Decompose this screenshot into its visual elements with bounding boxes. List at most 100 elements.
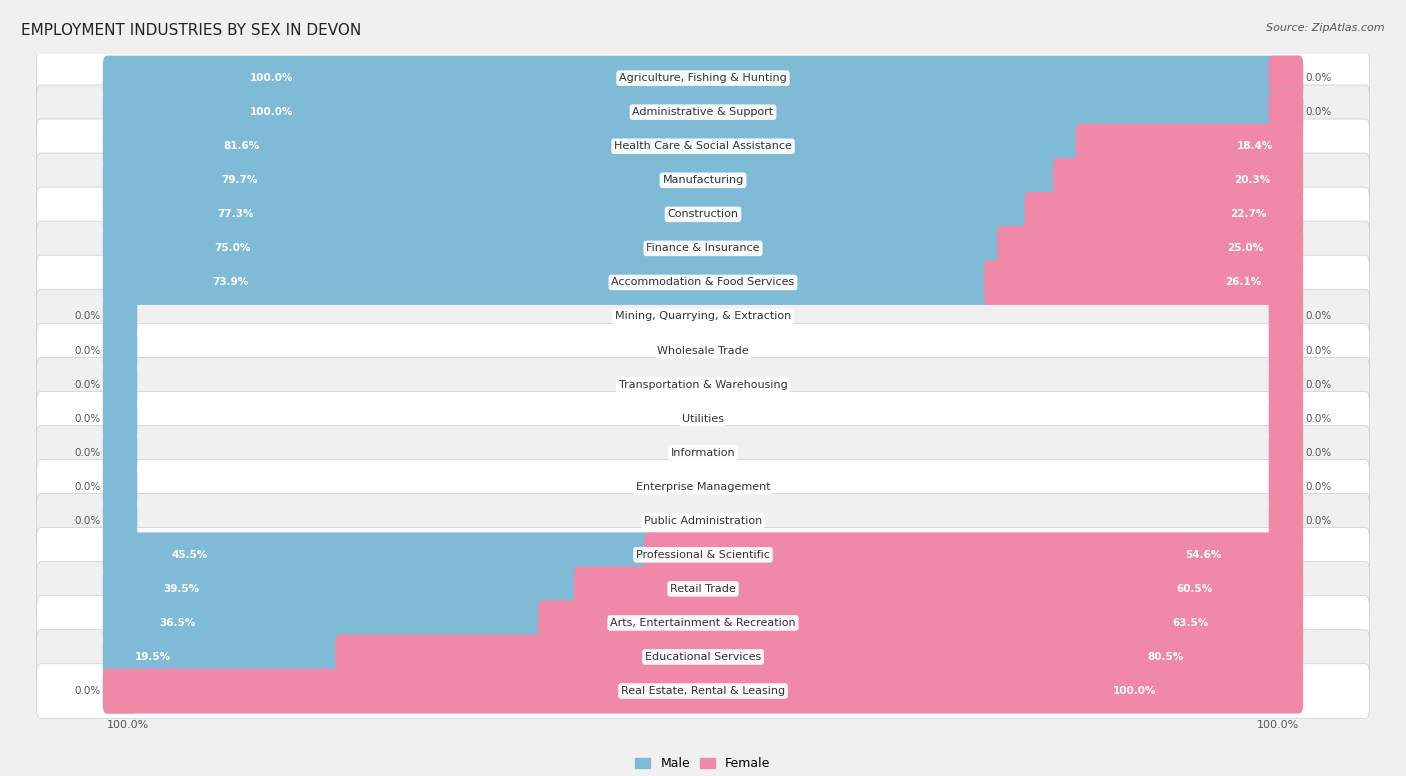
Text: Arts, Entertainment & Recreation: Arts, Entertainment & Recreation	[610, 618, 796, 628]
FancyBboxPatch shape	[103, 464, 138, 509]
Text: Public Administration: Public Administration	[644, 516, 762, 526]
Text: 0.0%: 0.0%	[1306, 311, 1331, 321]
FancyBboxPatch shape	[1268, 464, 1303, 509]
FancyBboxPatch shape	[1268, 498, 1303, 543]
Text: 100.0%: 100.0%	[250, 73, 294, 83]
Text: 25.0%: 25.0%	[1227, 244, 1264, 254]
FancyBboxPatch shape	[1076, 124, 1303, 168]
Text: 0.0%: 0.0%	[75, 482, 100, 492]
Text: 81.6%: 81.6%	[224, 141, 260, 151]
FancyBboxPatch shape	[37, 425, 1369, 480]
Text: 100.0%: 100.0%	[250, 107, 294, 117]
FancyBboxPatch shape	[37, 528, 1369, 582]
FancyBboxPatch shape	[103, 397, 138, 441]
FancyBboxPatch shape	[1268, 430, 1303, 475]
FancyBboxPatch shape	[37, 187, 1369, 241]
Text: Wholesale Trade: Wholesale Trade	[657, 345, 749, 355]
Text: 26.1%: 26.1%	[1226, 278, 1261, 287]
FancyBboxPatch shape	[103, 669, 1303, 713]
FancyBboxPatch shape	[1268, 294, 1303, 339]
Text: 0.0%: 0.0%	[1306, 482, 1331, 492]
Legend: Male, Female: Male, Female	[630, 753, 776, 775]
FancyBboxPatch shape	[103, 124, 1084, 168]
FancyBboxPatch shape	[37, 358, 1369, 412]
Text: EMPLOYMENT INDUSTRIES BY SEX IN DEVON: EMPLOYMENT INDUSTRIES BY SEX IN DEVON	[21, 23, 361, 38]
FancyBboxPatch shape	[1268, 328, 1303, 373]
Text: Enterprise Management: Enterprise Management	[636, 482, 770, 492]
Text: Retail Trade: Retail Trade	[671, 584, 735, 594]
Text: Construction: Construction	[668, 210, 738, 220]
FancyBboxPatch shape	[1268, 90, 1303, 135]
Text: 45.5%: 45.5%	[172, 550, 208, 559]
Text: Administrative & Support: Administrative & Support	[633, 107, 773, 117]
Text: 0.0%: 0.0%	[75, 379, 100, 390]
FancyBboxPatch shape	[103, 635, 343, 680]
Text: 20.3%: 20.3%	[1234, 175, 1270, 185]
Text: 77.3%: 77.3%	[218, 210, 254, 220]
Text: Real Estate, Rental & Leasing: Real Estate, Rental & Leasing	[621, 686, 785, 696]
Text: 0.0%: 0.0%	[1306, 414, 1331, 424]
FancyBboxPatch shape	[984, 260, 1303, 305]
FancyBboxPatch shape	[644, 532, 1303, 577]
FancyBboxPatch shape	[37, 459, 1369, 514]
Text: 80.5%: 80.5%	[1147, 652, 1184, 662]
FancyBboxPatch shape	[1268, 56, 1303, 101]
Text: Agriculture, Fishing & Hunting: Agriculture, Fishing & Hunting	[619, 73, 787, 83]
FancyBboxPatch shape	[103, 430, 138, 475]
Text: 75.0%: 75.0%	[214, 244, 250, 254]
FancyBboxPatch shape	[37, 562, 1369, 616]
FancyBboxPatch shape	[103, 192, 1032, 237]
Text: Utilities: Utilities	[682, 414, 724, 424]
Text: 79.7%: 79.7%	[221, 175, 257, 185]
Text: 0.0%: 0.0%	[75, 311, 100, 321]
Text: 0.0%: 0.0%	[75, 414, 100, 424]
FancyBboxPatch shape	[997, 226, 1303, 271]
FancyBboxPatch shape	[336, 635, 1303, 680]
FancyBboxPatch shape	[103, 532, 654, 577]
FancyBboxPatch shape	[37, 255, 1369, 310]
FancyBboxPatch shape	[103, 566, 582, 611]
FancyBboxPatch shape	[37, 324, 1369, 378]
Text: 0.0%: 0.0%	[1306, 516, 1331, 526]
Text: 0.0%: 0.0%	[75, 686, 100, 696]
Text: 0.0%: 0.0%	[1306, 107, 1331, 117]
FancyBboxPatch shape	[37, 51, 1369, 106]
Text: 0.0%: 0.0%	[75, 516, 100, 526]
Text: Finance & Insurance: Finance & Insurance	[647, 244, 759, 254]
FancyBboxPatch shape	[103, 362, 138, 407]
Text: Transportation & Warehousing: Transportation & Warehousing	[619, 379, 787, 390]
Text: 19.5%: 19.5%	[135, 652, 170, 662]
Text: Manufacturing: Manufacturing	[662, 175, 744, 185]
FancyBboxPatch shape	[37, 289, 1369, 344]
FancyBboxPatch shape	[103, 226, 1005, 271]
Text: 63.5%: 63.5%	[1173, 618, 1208, 628]
FancyBboxPatch shape	[103, 328, 138, 373]
FancyBboxPatch shape	[103, 260, 993, 305]
FancyBboxPatch shape	[538, 601, 1303, 646]
Text: 18.4%: 18.4%	[1236, 141, 1272, 151]
FancyBboxPatch shape	[37, 119, 1369, 174]
Text: Educational Services: Educational Services	[645, 652, 761, 662]
Text: 0.0%: 0.0%	[1306, 448, 1331, 458]
Text: 39.5%: 39.5%	[163, 584, 200, 594]
Text: 22.7%: 22.7%	[1230, 210, 1267, 220]
FancyBboxPatch shape	[37, 663, 1369, 719]
FancyBboxPatch shape	[37, 391, 1369, 446]
Text: 73.9%: 73.9%	[212, 278, 249, 287]
Text: 0.0%: 0.0%	[1306, 345, 1331, 355]
FancyBboxPatch shape	[37, 153, 1369, 207]
Text: Mining, Quarrying, & Extraction: Mining, Quarrying, & Extraction	[614, 311, 792, 321]
Text: Source: ZipAtlas.com: Source: ZipAtlas.com	[1267, 23, 1385, 33]
FancyBboxPatch shape	[1268, 397, 1303, 441]
Text: 0.0%: 0.0%	[75, 345, 100, 355]
Text: 100.0%: 100.0%	[107, 720, 149, 730]
FancyBboxPatch shape	[1025, 192, 1303, 237]
FancyBboxPatch shape	[1053, 158, 1303, 203]
FancyBboxPatch shape	[103, 294, 138, 339]
Text: 0.0%: 0.0%	[1306, 73, 1331, 83]
FancyBboxPatch shape	[103, 158, 1062, 203]
FancyBboxPatch shape	[1268, 362, 1303, 407]
FancyBboxPatch shape	[37, 596, 1369, 650]
FancyBboxPatch shape	[37, 85, 1369, 140]
Text: 0.0%: 0.0%	[75, 448, 100, 458]
